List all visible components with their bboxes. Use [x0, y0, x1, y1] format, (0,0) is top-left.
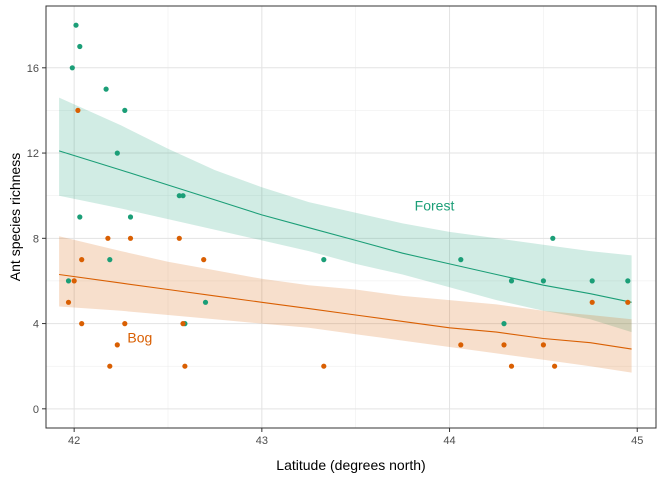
forest-point	[69, 65, 75, 71]
forest-point	[540, 278, 547, 284]
forest-point	[77, 214, 83, 220]
y-tick-label: 16	[27, 63, 39, 75]
bog-point	[501, 342, 507, 348]
bog-point	[79, 257, 85, 263]
data-points	[65, 22, 631, 369]
bog-point	[79, 321, 85, 327]
forest-point	[73, 22, 79, 28]
y-tick-label: 8	[33, 233, 39, 245]
bog-point	[107, 363, 113, 369]
panel-border	[45, 5, 657, 429]
bog-point	[180, 321, 186, 327]
fit-lines	[58, 150, 632, 350]
forest-series-label: Forest	[415, 198, 455, 214]
forest-point	[625, 278, 631, 284]
series-labels: Forest Bog	[127, 198, 454, 346]
bog-point	[321, 363, 327, 369]
bog-fit-line	[59, 273, 632, 350]
bog-point	[625, 299, 631, 305]
forest-point	[550, 235, 556, 241]
bog-point	[458, 342, 464, 348]
forest-fit-line	[58, 150, 632, 303]
bog-point	[122, 321, 128, 327]
x-tick-label: 43	[256, 435, 268, 447]
forest-point	[501, 321, 507, 327]
forest-point	[508, 278, 515, 284]
bog-point	[508, 363, 515, 369]
bog-point	[114, 342, 120, 348]
forest-point	[122, 107, 128, 113]
y-axis-ticks: 0 4 8 12 16	[27, 63, 46, 416]
bog-point	[75, 107, 81, 113]
bog-point	[105, 235, 111, 241]
y-tick-label: 12	[27, 148, 39, 160]
x-tick-label: 45	[631, 435, 643, 447]
forest-point	[176, 193, 182, 199]
forest-point	[589, 278, 595, 284]
x-tick-label: 42	[68, 435, 80, 447]
bog-point	[65, 299, 72, 305]
bog-point	[71, 278, 77, 284]
forest-point	[180, 193, 186, 199]
bog-point	[182, 363, 188, 369]
x-axis-ticks: 42 43 44 45	[68, 428, 643, 447]
bog-point	[127, 235, 134, 241]
forest-point	[77, 43, 83, 50]
confidence-ribbons	[59, 97, 632, 373]
forest-point	[65, 278, 72, 284]
forest-point	[127, 214, 134, 220]
bog-series-label: Bog	[127, 330, 152, 346]
bog-point	[552, 363, 558, 369]
bog-point	[201, 257, 207, 263]
forest-confidence-band	[59, 97, 632, 333]
forest-point	[107, 257, 113, 263]
grid-major	[46, 6, 656, 428]
bog-point	[176, 235, 182, 241]
bog-point	[589, 299, 595, 305]
y-tick-label: 4	[33, 319, 39, 331]
forest-point	[321, 257, 327, 263]
bog-confidence-band	[59, 236, 632, 373]
x-tick-label: 44	[443, 435, 455, 447]
forest-point	[202, 299, 209, 305]
x-axis-title: Latitude (degrees north)	[276, 457, 425, 473]
forest-point	[103, 86, 109, 92]
bog-point	[540, 342, 547, 348]
grid-minor	[46, 6, 656, 428]
forest-point	[458, 257, 464, 263]
y-axis-title: Ant species richness	[7, 153, 23, 281]
forest-point	[114, 150, 120, 156]
y-tick-label: 0	[33, 404, 39, 416]
